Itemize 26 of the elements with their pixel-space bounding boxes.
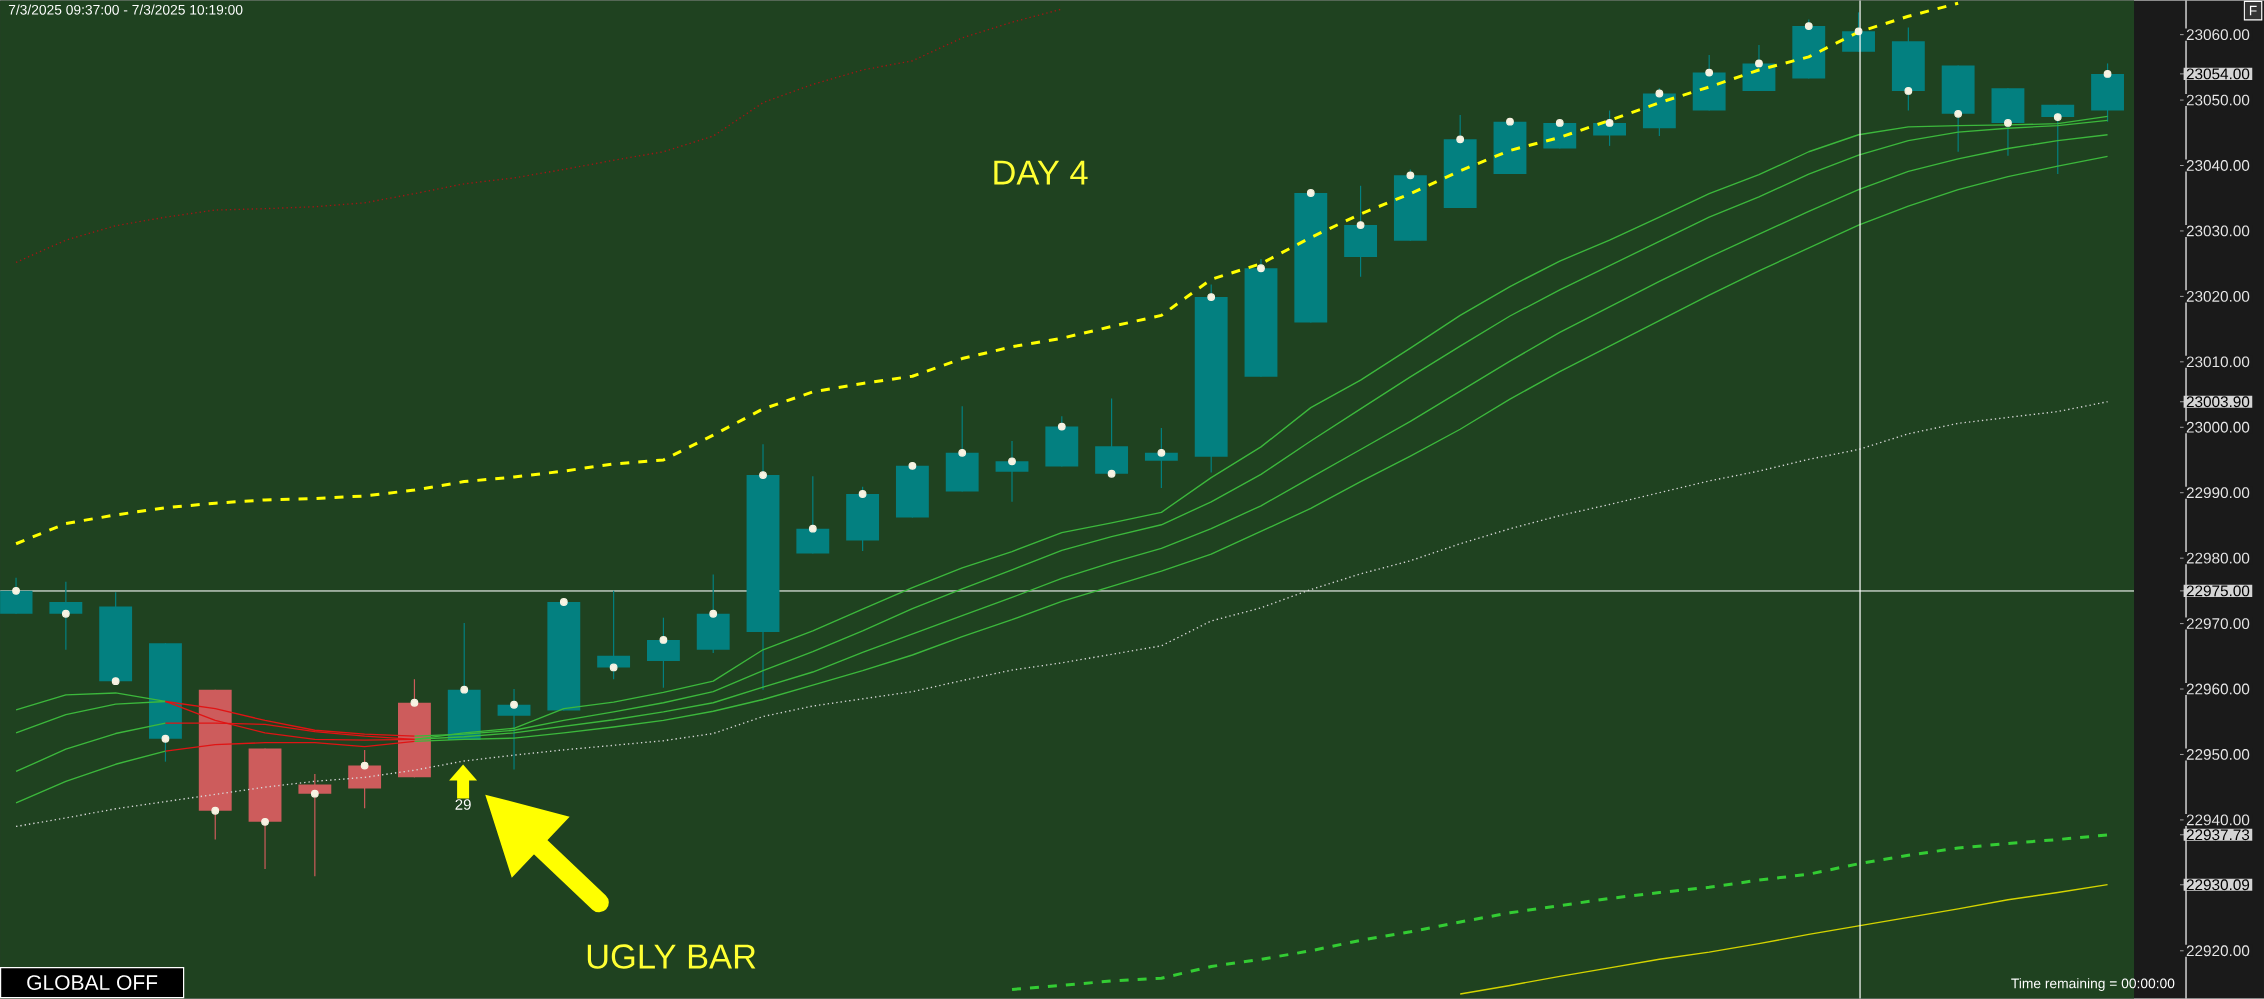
- annotation: DAY 4: [994, 160, 1088, 185]
- y-tick-label: 23000.00: [2186, 421, 2250, 433]
- annotation: Time remaining = 00:00:00: [2011, 978, 2175, 991]
- y-tick-label: 23060.00: [2186, 29, 2250, 40]
- y-tick-label: 23003.90: [2186, 396, 2250, 408]
- y-tick-label: 22930.09: [2186, 879, 2250, 891]
- y-tick-label: 22920.00: [2186, 945, 2250, 957]
- annotation: GLOBAL OFF: [27, 975, 158, 990]
- y-tick-label: 22937.73: [2186, 829, 2250, 841]
- y-tick-label: 23050.00: [2186, 94, 2250, 106]
- y-tick-label: 22960.00: [2186, 683, 2250, 695]
- y-tick-label: 22940.00: [2186, 814, 2250, 826]
- y-tick-label: 22975.00: [2186, 585, 2250, 597]
- y-tick-label: 22990.00: [2186, 487, 2250, 499]
- annotation: 29: [455, 799, 471, 810]
- annotation: 7/3/2025 09:37:00 - 7/3/2025 10:19:00: [8, 4, 243, 15]
- y-tick-label: 23030.00: [2186, 225, 2250, 237]
- y-tick-label: 23010.00: [2186, 356, 2250, 368]
- y-tick-label: 22950.00: [2186, 748, 2250, 760]
- y-tick-label: 22970.00: [2186, 618, 2250, 629]
- y-tick-label: 23054.00: [2186, 68, 2250, 80]
- text: F: [2249, 5, 2257, 16]
- y-tick-label: 23020.00: [2186, 290, 2250, 302]
- annotation: UGLY BAR: [587, 944, 756, 969]
- y-tick-label: 23040.00: [2186, 160, 2250, 171]
- y-tick-label: 22980.00: [2186, 552, 2250, 564]
